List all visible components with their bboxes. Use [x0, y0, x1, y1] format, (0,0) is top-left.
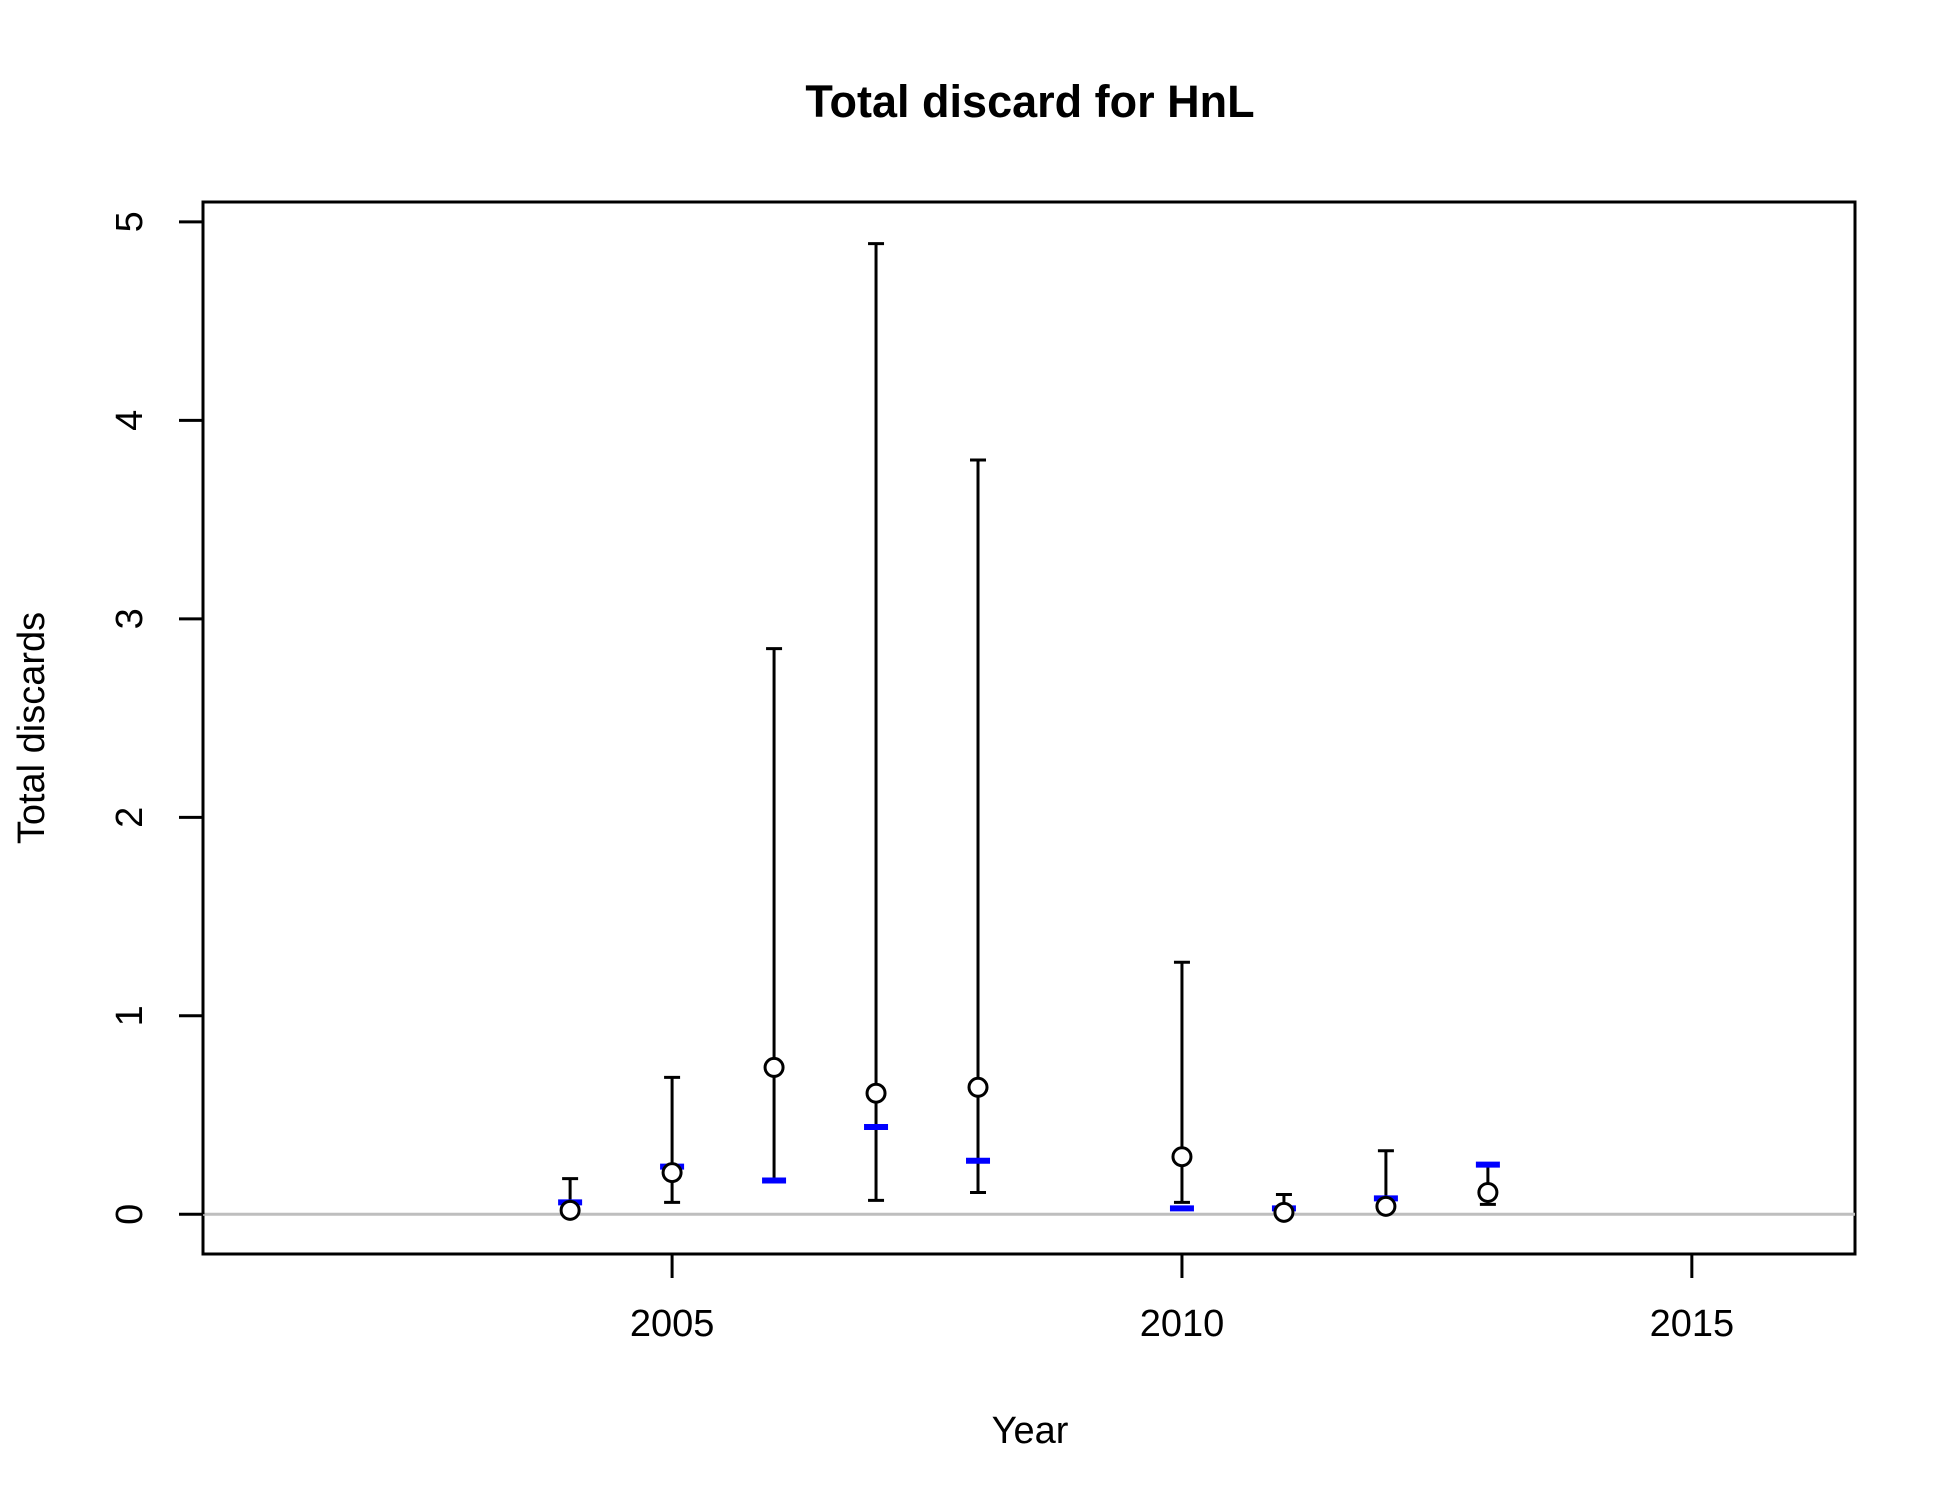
observed-point — [865, 1082, 887, 1104]
observed-point — [967, 1076, 989, 1098]
observed-point — [1477, 1181, 1499, 1203]
x-tick-label: 2005 — [630, 1303, 715, 1345]
observed-point — [1171, 1146, 1193, 1168]
y-tick-label: 2 — [109, 807, 151, 828]
y-tick-label: 1 — [109, 1005, 151, 1026]
y-tick-label: 3 — [109, 608, 151, 629]
observed-point — [763, 1056, 785, 1078]
x-axis-title: Year — [992, 1410, 1069, 1452]
chart-title: Total discard for HnL — [805, 76, 1254, 127]
plot-area — [203, 242, 1855, 1223]
observed-point — [1375, 1195, 1397, 1217]
x-tick-label: 2015 — [1650, 1303, 1735, 1345]
plot-frame — [201, 200, 1857, 1256]
y-axis-title: Total discards — [11, 612, 53, 844]
y-tick-label: 5 — [109, 211, 151, 232]
x-tick-label: 2010 — [1140, 1303, 1225, 1345]
observed-point — [1273, 1201, 1295, 1223]
y-tick-label: 0 — [109, 1204, 151, 1225]
axes: 2005 2010 2015 0 1 2 3 4 5 — [109, 211, 1734, 1345]
y-tick-label: 4 — [109, 410, 151, 431]
observed-point — [661, 1162, 683, 1184]
observed-point — [559, 1199, 581, 1221]
